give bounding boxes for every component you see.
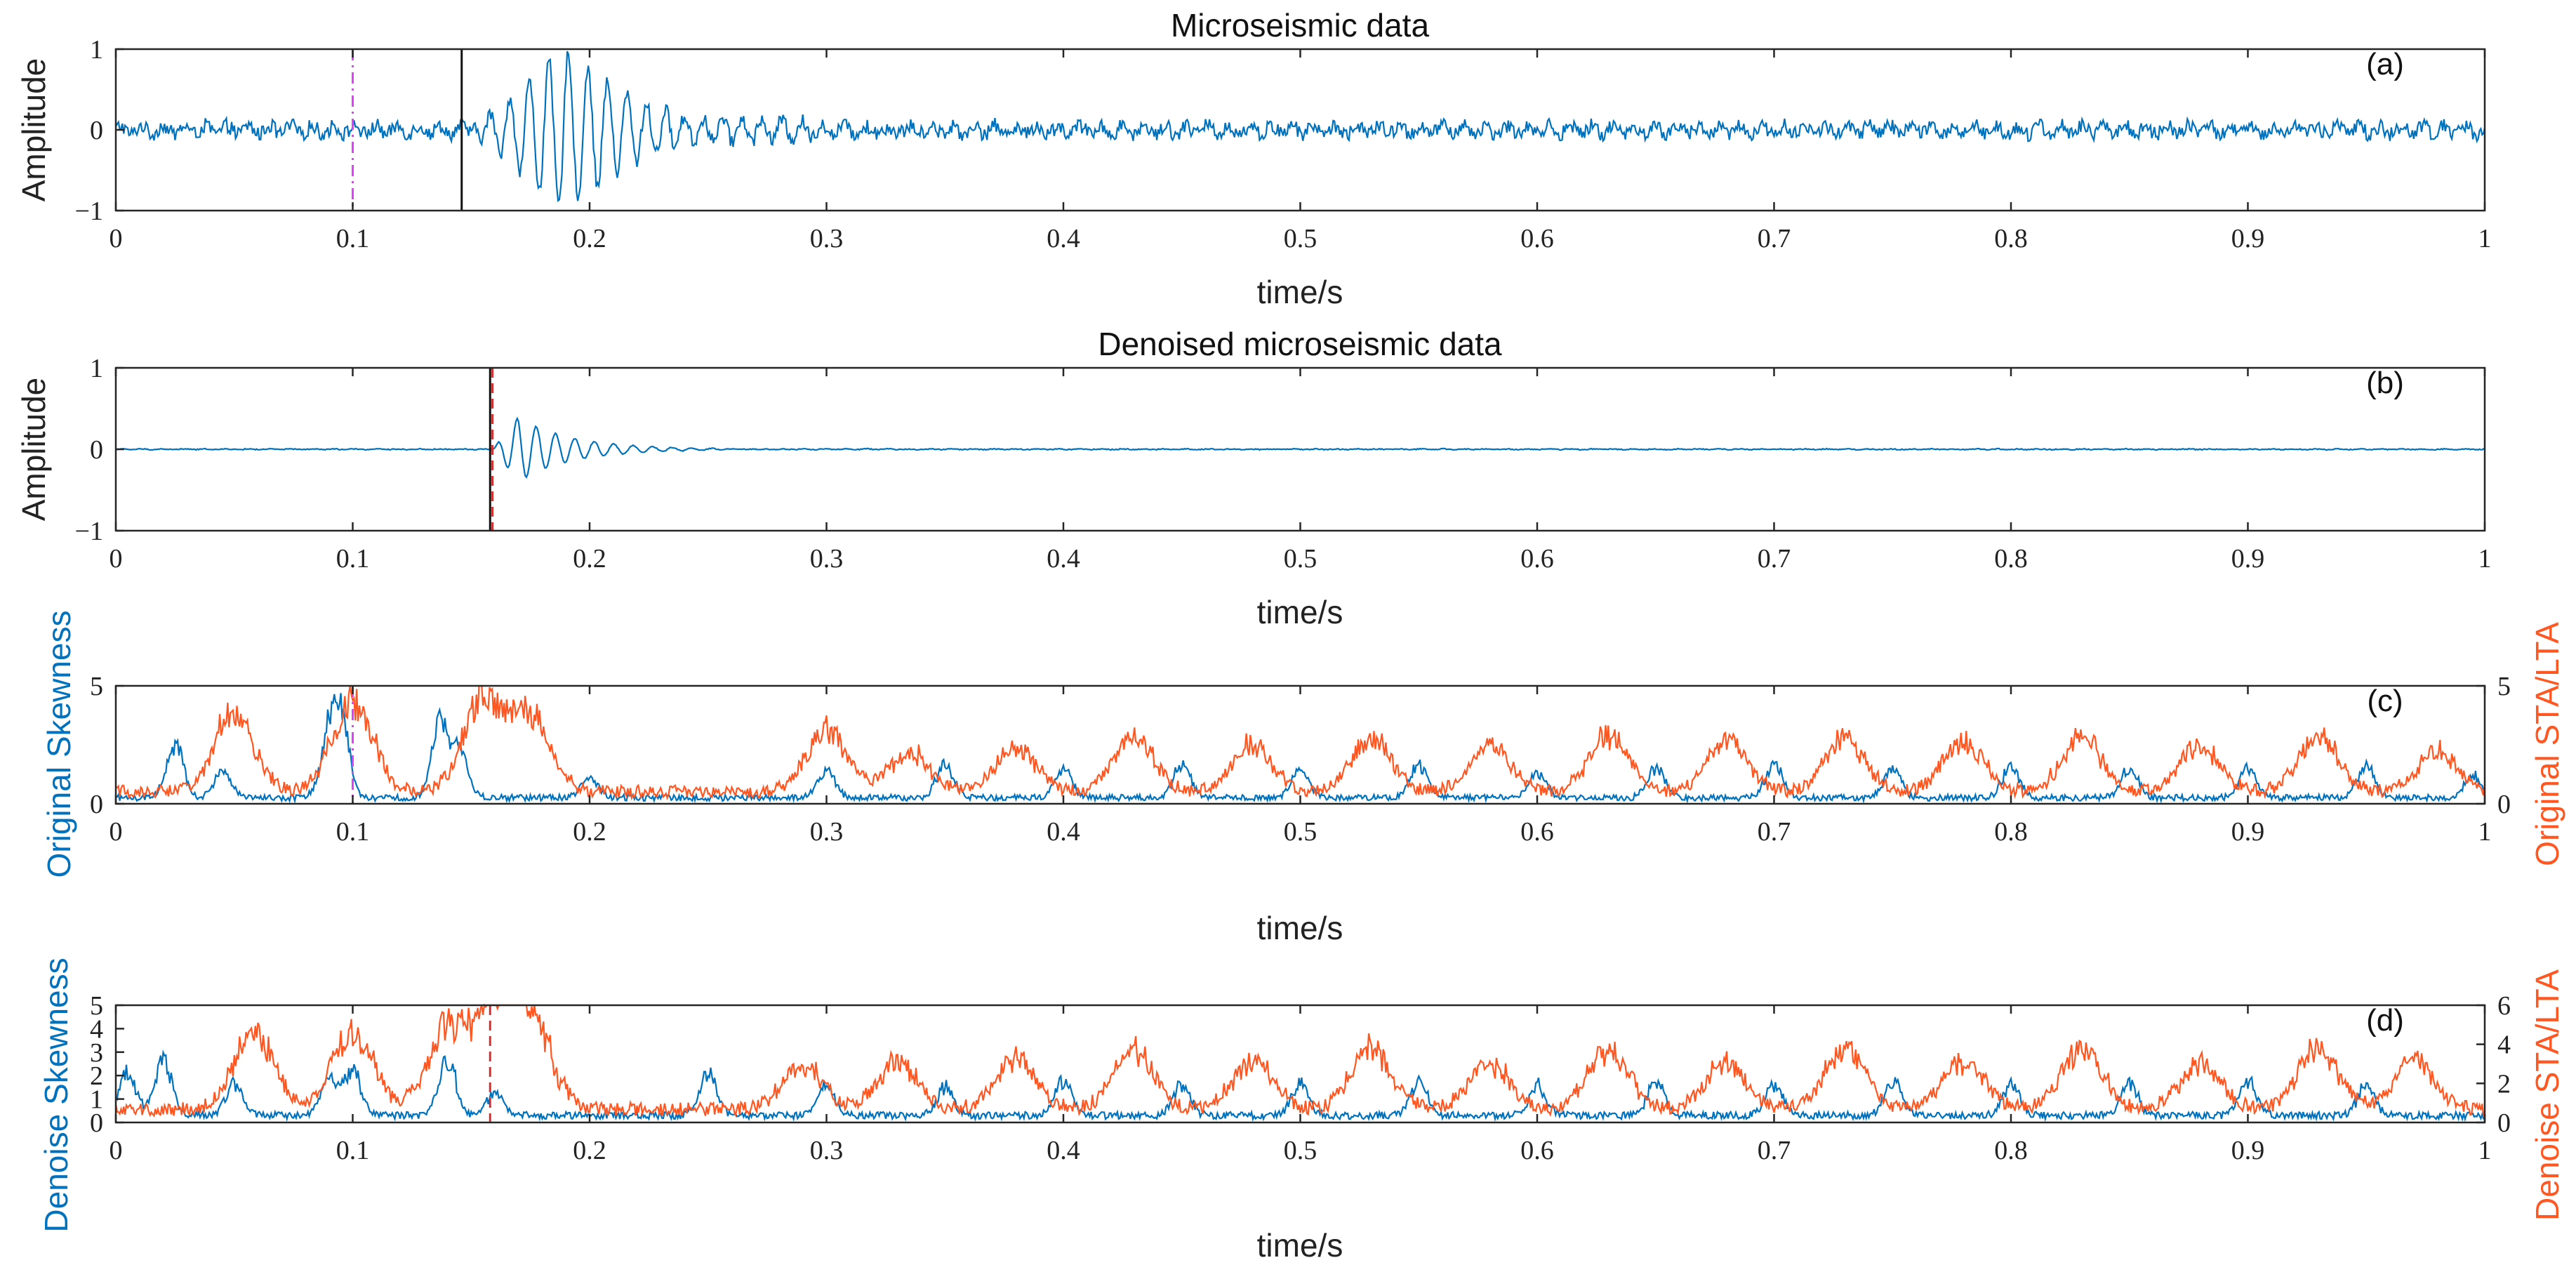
y-tick-label: 0 — [90, 116, 103, 145]
x-tick-label: 0.3 — [810, 817, 844, 847]
x-tick-label: 0.1 — [336, 817, 370, 847]
x-tick-label: 0.7 — [1758, 1136, 1791, 1165]
y-tick-label: 1 — [90, 1085, 103, 1115]
x-tick-label: 0.4 — [1047, 544, 1080, 574]
x-tick-label: 0.9 — [2231, 1136, 2265, 1165]
y-right-tick-label: 4 — [2497, 1031, 2511, 1060]
x-tick-label: 0.5 — [1284, 1136, 1317, 1165]
xlabel-a: time/s — [1257, 274, 1343, 310]
x-tick-label: 0.4 — [1047, 224, 1080, 253]
y-tick-label: 1 — [90, 35, 103, 65]
x-tick-label: 0.5 — [1284, 224, 1317, 253]
x-tick-label: 0.6 — [1520, 817, 1554, 847]
x-tick-label: 0.3 — [810, 1136, 844, 1165]
ylabel-right-d: Denoise STA/LTA — [2529, 969, 2565, 1221]
y-right-tick-label: 5 — [2497, 672, 2511, 701]
x-tick-label: 0.1 — [336, 544, 370, 574]
sta-lta-line — [114, 1003, 2485, 1118]
y-right-tick-label: 0 — [2497, 790, 2511, 819]
title-b: Denoised microseismic data — [1098, 326, 1502, 362]
y-tick-label: 4 — [90, 1014, 103, 1044]
x-tick-label: 0.8 — [1994, 224, 2028, 253]
xlabel-c: time/s — [1257, 910, 1343, 946]
panel-b: Denoised microseismic data 0 0.1 0.2 0.3 0.4… — [15, 326, 2492, 630]
y-right-tick-label: 6 — [2497, 991, 2511, 1021]
y-tick-label: 0 — [90, 435, 103, 465]
y-tick-label: 5 — [90, 991, 103, 1021]
x-tick-label: 0 — [109, 224, 123, 253]
plot-area-b — [115, 368, 2485, 531]
xlabel-b: time/s — [1257, 594, 1343, 630]
panel-a: Microseismic data 0 0.1 0.2 0.3 0.4 0.5 0.6 0.7… — [15, 7, 2492, 310]
x-tick-label: 0.9 — [2231, 224, 2265, 253]
ylabel-left-c: Original Skewness — [41, 611, 77, 878]
panel-label-b: (b) — [2366, 366, 2404, 400]
ticks-a: 0 0.1 0.2 0.3 0.4 0.5 0.6 0.7 0.8 0.9 1−101 — [75, 35, 2492, 253]
plot-area-a — [115, 49, 2486, 211]
x-tick-label: 0.9 — [2231, 817, 2265, 847]
panel-label-a: (a) — [2366, 47, 2404, 81]
x-tick-label: 0.4 — [1047, 817, 1080, 847]
ylabel-left-d: Denoise Skewness — [38, 957, 74, 1232]
plot-area-c — [115, 684, 2486, 804]
y-right-tick-label: 2 — [2497, 1069, 2511, 1099]
x-tick-label: 1 — [2478, 544, 2492, 574]
xlabel-d: time/s — [1257, 1227, 1343, 1264]
x-tick-label: 0.2 — [573, 1136, 606, 1165]
plot-area-d — [114, 1003, 2485, 1122]
x-tick-label: 0 — [109, 817, 123, 847]
y-tick-label: 0 — [90, 790, 103, 819]
x-tick-label: 0.5 — [1284, 817, 1317, 847]
x-tick-label: 1 — [2478, 817, 2492, 847]
x-tick-label: 0.8 — [1994, 817, 2028, 847]
x-tick-label: 0.2 — [573, 817, 606, 847]
x-tick-label: 0.9 — [2231, 544, 2265, 574]
x-tick-label: 1 — [2478, 1136, 2492, 1165]
x-tick-label: 0.6 — [1520, 224, 1554, 253]
x-tick-label: 0.7 — [1758, 224, 1791, 253]
y-tick-label: 0 — [90, 1108, 103, 1138]
series-line — [115, 51, 2486, 203]
x-tick-label: 0 — [109, 1136, 123, 1165]
y-tick-label: 5 — [90, 672, 103, 701]
x-tick-label: 0.3 — [810, 224, 844, 253]
x-tick-label: 0.1 — [336, 224, 370, 253]
ylabel-a: Amplitude — [15, 58, 52, 202]
y-tick-label: −1 — [75, 517, 103, 546]
ylabel-b: Amplitude — [15, 378, 52, 522]
x-tick-label: 0.5 — [1284, 544, 1317, 574]
x-tick-label: 0.6 — [1520, 1136, 1554, 1165]
panel-label-d: (d) — [2366, 1003, 2404, 1038]
y-tick-label: 3 — [90, 1038, 103, 1068]
x-tick-label: 0 — [109, 544, 123, 574]
x-tick-label: 0.2 — [573, 544, 606, 574]
y-right-tick-label: 0 — [2497, 1108, 2511, 1138]
panel-d: 0 0.1 0.2 0.3 0.4 0.5 0.6 0.7 0.8 0.9 10123450246 … — [38, 957, 2565, 1264]
x-tick-label: 0.1 — [336, 1136, 370, 1165]
skewness-line — [115, 693, 2485, 804]
x-tick-label: 0.3 — [810, 544, 844, 574]
x-tick-label: 1 — [2478, 224, 2492, 253]
y-tick-label: −1 — [75, 197, 103, 226]
y-tick-label: 2 — [90, 1061, 103, 1091]
ylabel-right-c: Original STA/LTA — [2529, 622, 2565, 866]
x-tick-label: 0.8 — [1994, 544, 2028, 574]
series-line — [115, 416, 2485, 479]
panel-label-c: (c) — [2367, 684, 2403, 718]
x-tick-label: 0.4 — [1047, 1136, 1080, 1165]
skewness-line — [115, 1049, 2485, 1122]
x-tick-label: 0.2 — [573, 224, 606, 253]
x-tick-label: 0.8 — [1994, 1136, 2028, 1165]
x-tick-label: 0.7 — [1758, 817, 1791, 847]
sta-lta-line — [115, 684, 2486, 801]
x-tick-label: 0.7 — [1758, 544, 1791, 574]
title-a: Microseismic data — [1171, 7, 1430, 44]
ticks-b: 0 0.1 0.2 0.3 0.4 0.5 0.6 0.7 0.8 0.9 1−101 — [75, 354, 2492, 574]
y-tick-label: 1 — [90, 354, 103, 383]
x-tick-label: 0.6 — [1520, 544, 1554, 574]
